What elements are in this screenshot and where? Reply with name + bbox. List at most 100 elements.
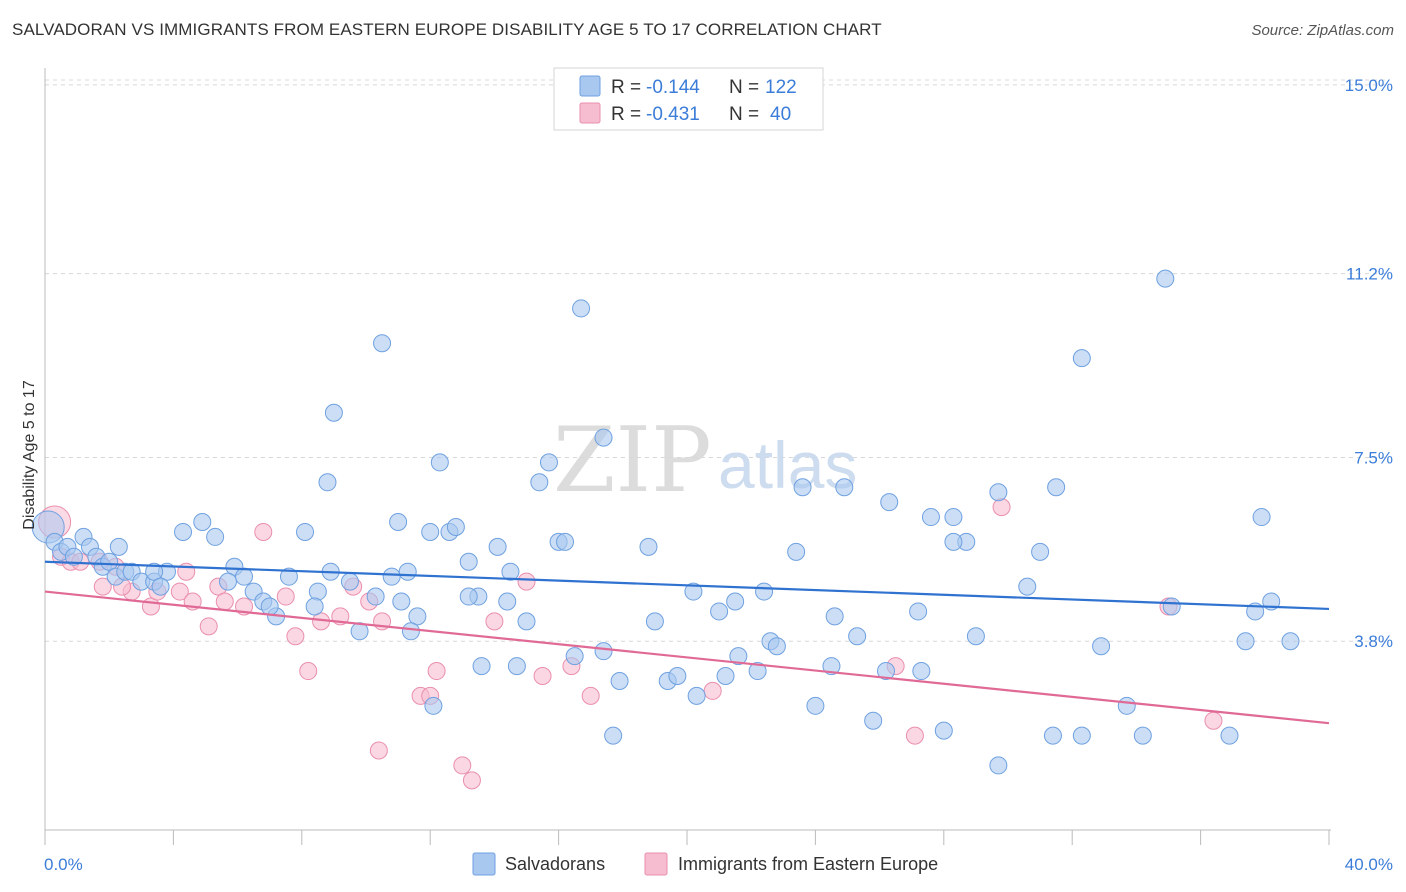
watermark-zip: ZIP bbox=[553, 408, 712, 513]
y-tick-label: 3.8% bbox=[1354, 632, 1393, 651]
legend-swatch-pink bbox=[579, 102, 601, 124]
point-salvadorans bbox=[389, 513, 408, 532]
x-tick-label-max: 40.0% bbox=[1345, 855, 1393, 874]
point-salvadorans bbox=[944, 532, 963, 551]
point-salvadorans bbox=[279, 567, 298, 586]
point-salvadorans bbox=[716, 667, 735, 686]
point-salvadorans bbox=[459, 552, 478, 571]
legend-n-value-pink: 40 bbox=[770, 104, 791, 125]
point-salvadorans bbox=[864, 711, 883, 730]
point-salvadorans bbox=[235, 567, 254, 586]
point-salvadorans bbox=[488, 537, 507, 556]
point-salvadorans bbox=[787, 542, 806, 561]
point-salvadorans bbox=[1072, 349, 1091, 368]
point-salvadorans bbox=[1031, 542, 1050, 561]
legend-r-label-blue: R = bbox=[611, 77, 641, 98]
legend-r-label-pink: R = bbox=[611, 104, 641, 125]
bottom-legend: Salvadorans Immigrants from Eastern Euro… bbox=[472, 852, 938, 876]
point-salvadorans bbox=[1162, 597, 1181, 616]
watermark-atlas: atlas bbox=[718, 428, 857, 502]
point-salvadorans bbox=[966, 627, 985, 646]
point-immigrants bbox=[581, 686, 600, 705]
point-immigrants bbox=[517, 572, 536, 591]
x-tick-label-min: 0.0% bbox=[44, 855, 83, 874]
trend-lines bbox=[44, 560, 1330, 725]
point-salvadorans bbox=[793, 478, 812, 497]
point-immigrants bbox=[533, 667, 552, 686]
y-tick-labels: 3.8% 7.5% 11.2% 15.0% bbox=[1345, 76, 1393, 651]
point-immigrants bbox=[299, 662, 318, 681]
point-salvadorans bbox=[934, 721, 953, 740]
point-salvadorans bbox=[989, 756, 1008, 775]
point-salvadorans bbox=[318, 473, 337, 492]
point-salvadorans bbox=[459, 587, 478, 606]
axes bbox=[44, 68, 1331, 845]
point-salvadorans bbox=[604, 726, 623, 745]
point-immigrants bbox=[170, 582, 189, 601]
trend-line-immigrants bbox=[44, 590, 1330, 725]
point-salvadorans bbox=[610, 671, 629, 690]
point-salvadorans bbox=[206, 527, 225, 546]
legend-r-value-blue: -0.144 bbox=[646, 77, 700, 98]
point-salvadorans bbox=[305, 597, 324, 616]
point-salvadorans bbox=[421, 522, 440, 541]
point-immigrants bbox=[199, 617, 218, 636]
point-salvadorans bbox=[1117, 696, 1136, 715]
point-immigrants bbox=[1204, 711, 1223, 730]
point-salvadorans bbox=[565, 647, 584, 666]
point-immigrants bbox=[427, 662, 446, 681]
point-salvadorans bbox=[373, 334, 392, 353]
point-salvadorans bbox=[1072, 726, 1091, 745]
point-salvadorans bbox=[1018, 577, 1037, 596]
trend-line-salvadorans bbox=[44, 560, 1330, 611]
point-salvadorans bbox=[1236, 632, 1255, 651]
point-salvadorans bbox=[517, 612, 536, 631]
point-salvadorans bbox=[684, 582, 703, 601]
bottom-legend-swatch-blue bbox=[472, 852, 496, 876]
point-salvadorans bbox=[392, 592, 411, 611]
chart-title: SALVADORAN VS IMMIGRANTS FROM EASTERN EU… bbox=[12, 20, 882, 39]
point-salvadorans bbox=[539, 453, 558, 472]
watermark: ZIP atlas bbox=[553, 408, 857, 513]
point-salvadorans bbox=[668, 667, 687, 686]
point-salvadorans bbox=[848, 627, 867, 646]
point-salvadorans bbox=[1043, 726, 1062, 745]
point-salvadorans bbox=[594, 428, 613, 447]
point-salvadorans bbox=[645, 612, 664, 631]
point-immigrants bbox=[453, 756, 472, 775]
y-tick-label: 11.2% bbox=[1346, 265, 1393, 284]
series-salvadorans-points bbox=[31, 269, 1300, 775]
point-salvadorans bbox=[1281, 632, 1300, 651]
point-salvadorans bbox=[835, 478, 854, 497]
point-salvadorans bbox=[1252, 508, 1271, 527]
bottom-legend-immigrants: Immigrants from Eastern Europe bbox=[678, 854, 938, 874]
point-salvadorans bbox=[687, 686, 706, 705]
point-salvadorans bbox=[324, 403, 343, 422]
point-salvadorans bbox=[100, 552, 119, 571]
point-salvadorans bbox=[572, 299, 591, 318]
point-salvadorans bbox=[822, 657, 841, 676]
point-immigrants bbox=[992, 498, 1011, 517]
legend-n-value-blue: 122 bbox=[765, 77, 797, 98]
point-salvadorans bbox=[1047, 478, 1066, 497]
point-immigrants bbox=[93, 577, 112, 596]
point-salvadorans bbox=[498, 592, 517, 611]
point-salvadorans bbox=[944, 508, 963, 527]
point-immigrants bbox=[254, 522, 273, 541]
point-salvadorans bbox=[989, 483, 1008, 502]
legend-r-value-pink: -0.431 bbox=[646, 104, 700, 125]
point-salvadorans bbox=[877, 662, 896, 681]
point-salvadorans bbox=[1220, 726, 1239, 745]
point-immigrants bbox=[286, 627, 305, 646]
point-salvadorans bbox=[218, 572, 237, 591]
point-salvadorans bbox=[366, 587, 385, 606]
y-tick-label: 7.5% bbox=[1354, 448, 1393, 467]
x-tick-labels: 0.0% 40.0% bbox=[44, 855, 1393, 874]
legend: R = -0.144 N = 122 R = -0.431 N = 40 bbox=[553, 67, 824, 131]
legend-n-label-blue: N = bbox=[729, 77, 759, 98]
point-salvadorans bbox=[260, 597, 279, 616]
point-salvadorans bbox=[1092, 637, 1111, 656]
y-axis-label: Disability Age 5 to 17 bbox=[21, 380, 38, 530]
point-salvadorans bbox=[424, 696, 443, 715]
